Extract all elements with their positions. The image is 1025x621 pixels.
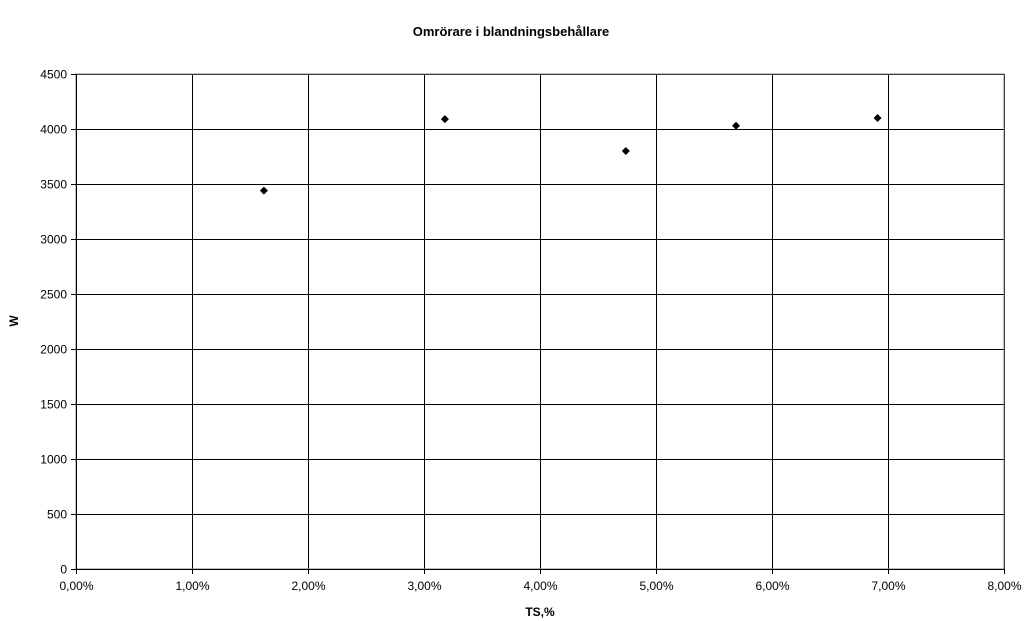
y-tick-label: 2000 [40, 343, 67, 357]
data-points [259, 114, 882, 195]
x-tick-label: 8,00% [987, 579, 1021, 593]
axes [71, 74, 1005, 574]
x-tick-label: 2,00% [291, 579, 325, 593]
y-tick-label: 1000 [40, 453, 67, 467]
y-tick-label: 3000 [40, 233, 67, 247]
x-tick-label: 1,00% [175, 579, 209, 593]
data-point [873, 114, 882, 122]
y-tick-label: 500 [47, 508, 67, 522]
y-tick-label: 0 [60, 563, 67, 577]
y-tick-label: 1500 [40, 398, 67, 412]
chart-title: Omrörare i blandningsbehållare [413, 24, 610, 39]
y-tick-label: 3500 [40, 178, 67, 192]
x-tick-label: 7,00% [871, 579, 905, 593]
y-axis-label: W [7, 315, 21, 327]
x-tick-label: 5,00% [639, 579, 673, 593]
x-tick-label: 3,00% [407, 579, 441, 593]
data-point [440, 115, 449, 124]
x-axis-label: TS,% [525, 605, 555, 619]
x-tick-label: 6,00% [755, 579, 789, 593]
y-axis-tick-labels: 0 500 1000 1500 2000 2500 3000 3500 4000 4500 [40, 68, 67, 577]
y-tick-label: 4000 [40, 123, 67, 137]
y-tick-label: 2500 [40, 288, 67, 302]
y-tick-label: 4500 [40, 68, 67, 82]
x-tick-label: 0,00% [59, 579, 93, 593]
x-axis-tick-labels: 0,00% 1,00% 2,00% 3,00% 4,00% 5,00% 6,00% 7,00%… [59, 579, 1021, 593]
x-tick-label: 4,00% [523, 579, 557, 593]
data-point [732, 121, 741, 130]
data-point [259, 186, 268, 195]
data-point [621, 147, 630, 155]
